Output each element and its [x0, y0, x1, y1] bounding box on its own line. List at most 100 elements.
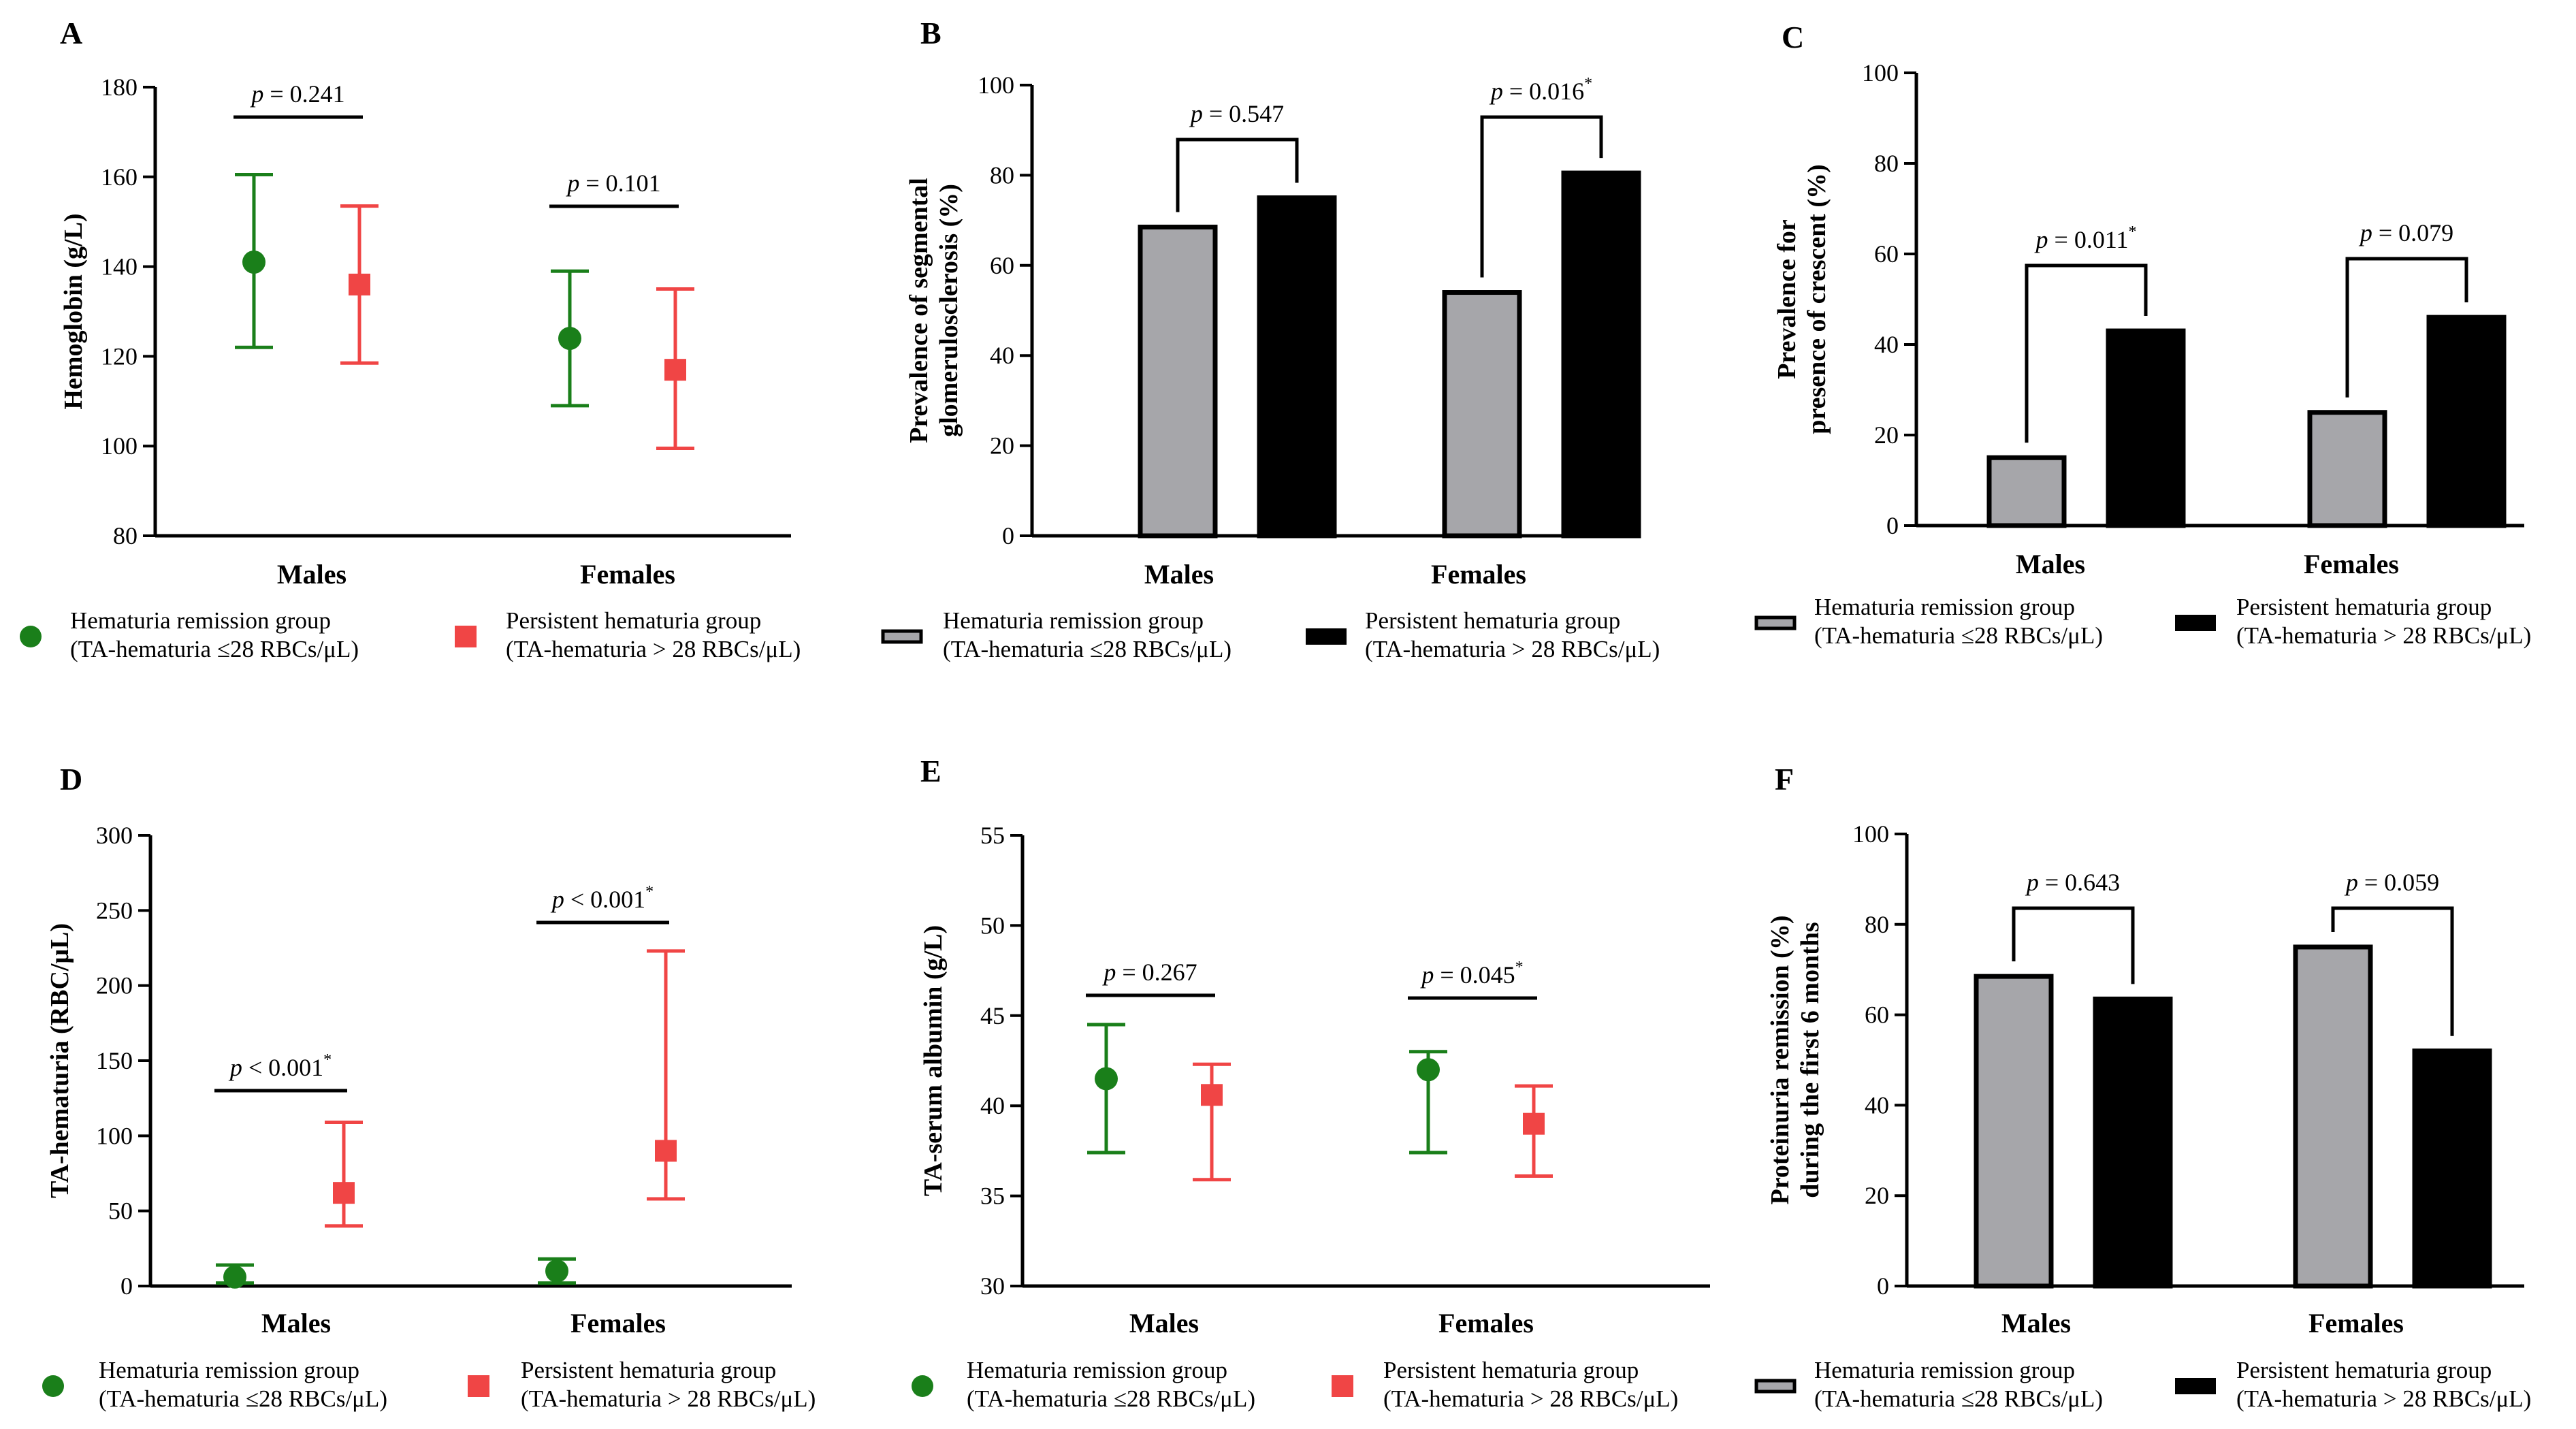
category-label-females: Females: [1431, 559, 1526, 590]
y-tick-label: 0: [1002, 522, 1014, 549]
p-symbol: p: [1101, 959, 1116, 986]
legend: Hematuria remission group(TA-hematuria ≤…: [1754, 594, 2531, 649]
bar-remission-males: [1138, 225, 1218, 539]
p-value-label: p = 0.267: [1101, 959, 1197, 986]
y-axis-label-line: Proteinuria remission (%): [1766, 916, 1794, 1205]
y-tick-label: 0: [120, 1272, 133, 1300]
y-tick-label: 40: [1865, 1091, 1889, 1119]
legend-marker-remission: [912, 1375, 933, 1397]
y-tick-label: 20: [1865, 1182, 1889, 1209]
legend-remission-line2: (TA-hematuria ≤28 RBCs/μL): [99, 1385, 387, 1412]
p-value-label: p < 0.001*: [228, 1051, 332, 1081]
p-value-text: = 0.045: [1434, 961, 1515, 989]
significance-asterisk: *: [645, 883, 654, 901]
panel-c: C 0 20 40 60 80 100 Prevalence forpresence of c…: [1754, 20, 2531, 649]
p-symbol: p: [228, 1054, 242, 1081]
y-tick-label: 120: [101, 342, 138, 370]
legend-persistent-line1: Persistent hematuria group: [506, 607, 761, 634]
p-value-label: p = 0.643: [2025, 869, 2120, 896]
panel-b: B 0 20 40 60 80 100 Prevalence of segmentalglom…: [881, 16, 1660, 662]
panel-f: F 0 20 40 60 80 100 Proteinuria remission (%)du…: [1754, 762, 2531, 1412]
legend-persistent-line2: (TA-hematuria > 28 RBCs/μL): [2236, 622, 2531, 649]
y-tick-label: 160: [101, 163, 138, 191]
p-value-text: = 0.059: [2358, 869, 2439, 896]
y-tick-label: 140: [101, 253, 138, 280]
p-value-label: p = 0.101: [565, 170, 660, 197]
point-remission-males: [1095, 1067, 1118, 1091]
y-tick-label: 50: [108, 1198, 133, 1225]
point-persistent-males: [1201, 1084, 1223, 1106]
legend-persistent-line1: Persistent hematuria group: [1365, 607, 1620, 634]
panel-e: E 30 35 40 45 50 55 TA-serum albumin (g/L) Males…: [912, 754, 1710, 1412]
bar-remission-males: [1974, 974, 2054, 1289]
significance-asterisk: *: [2128, 223, 2136, 241]
category-label-males: Males: [261, 1308, 331, 1338]
p-value-text: = 0.101: [579, 170, 660, 197]
p-symbol: p: [550, 886, 564, 913]
p-value-label: p = 0.059: [2344, 869, 2439, 896]
y-axis-label-line: Prevalence of segmental: [905, 178, 933, 443]
significance-bracket: [2345, 257, 2468, 398]
p-value-text: = 0.079: [2372, 219, 2453, 246]
p-symbol: p: [2344, 869, 2358, 896]
p-symbol: p: [2034, 226, 2048, 253]
significance-bracket: [2012, 906, 2135, 984]
panel-letter: A: [60, 16, 82, 50]
category-label-males: Males: [1129, 1308, 1199, 1338]
legend: Hematuria remission group(TA-hematuria ≤…: [912, 1357, 1678, 1412]
legend-persistent-line2: (TA-hematuria > 28 RBCs/μL): [521, 1385, 816, 1412]
panel-a: A 80 100 120 140 160 180 Hemoglobin (g/L) Males F…: [20, 16, 801, 662]
y-tick-label: 150: [96, 1047, 133, 1074]
y-tick-label: 40: [990, 342, 1014, 369]
bar-remission-females: [1442, 290, 1522, 539]
y-axis-label: Proteinuria remission (%)during the firs…: [1766, 916, 1824, 1205]
p-value-label: p = 0.241: [249, 80, 344, 108]
point-persistent-females: [655, 1140, 677, 1162]
category-label-females: Females: [2304, 549, 2399, 579]
y-axis-label: Prevalence of segmentalglomerulosclerosi…: [905, 178, 963, 443]
category-label-males: Males: [2016, 549, 2085, 579]
p-symbol: p: [1419, 961, 1434, 989]
legend-remission-line1: Hematuria remission group: [943, 607, 1204, 634]
category-label-females: Females: [1438, 1308, 1534, 1338]
y-tick-label: 100: [96, 1122, 133, 1149]
legend: Hematuria remission group(TA-hematuria ≤…: [881, 607, 1660, 662]
legend-persistent-line2: (TA-hematuria > 28 RBCs/μL): [1365, 636, 1660, 662]
legend-remission-line1: Hematuria remission group: [1814, 1357, 2075, 1383]
p-symbol: p: [2025, 869, 2039, 896]
y-tick-label: 40: [1874, 331, 1899, 358]
point-persistent-males: [333, 1182, 355, 1204]
y-tick-label: 100: [1862, 59, 1899, 86]
point-persistent-females: [1523, 1112, 1545, 1135]
y-tick-label: 35: [980, 1183, 1005, 1210]
significance-bracket: [2025, 263, 2148, 443]
y-tick-label: 80: [990, 161, 1014, 189]
panel-d: D 0 50 100 150 200 250 300 TA-hematuria (RBC/μL)…: [42, 762, 816, 1412]
significance-bracket: [2331, 906, 2454, 1036]
legend-remission-line2: (TA-hematuria ≤28 RBCs/μL): [943, 636, 1231, 662]
p-value-label: p = 0.016*: [1489, 75, 1592, 105]
legend-remission-line2: (TA-hematuria ≤28 RBCs/μL): [1814, 1385, 2103, 1412]
category-label-females: Females: [580, 559, 675, 590]
category-label-females: Females: [2308, 1308, 2404, 1338]
legend-remission-line1: Hematuria remission group: [70, 607, 331, 634]
legend-persistent-line1: Persistent hematuria group: [521, 1357, 776, 1383]
p-symbol: p: [1189, 100, 1203, 127]
y-axis-label-line: presence of crescent (%): [1803, 164, 1831, 434]
p-symbol: p: [565, 170, 579, 197]
significance-bracket: [1176, 138, 1299, 212]
p-value-label: p = 0.079: [2358, 219, 2453, 246]
y-tick-label: 30: [980, 1272, 1005, 1300]
point-remission-females: [558, 327, 581, 351]
bar-persistent-males: [2106, 328, 2186, 528]
significance-asterisk: *: [1515, 959, 1524, 976]
legend-marker-remission: [20, 626, 42, 647]
y-tick-label: 60: [1865, 1001, 1889, 1029]
y-axis-label: TA-hematuria (RBC/μL): [46, 923, 74, 1198]
p-value-text: = 0.267: [1116, 959, 1197, 986]
panel-letter: B: [920, 16, 941, 50]
legend-remission-line1: Hematuria remission group: [99, 1357, 359, 1383]
y-tick-label: 20: [990, 432, 1014, 460]
p-value-label: p = 0.045*: [1419, 959, 1523, 989]
